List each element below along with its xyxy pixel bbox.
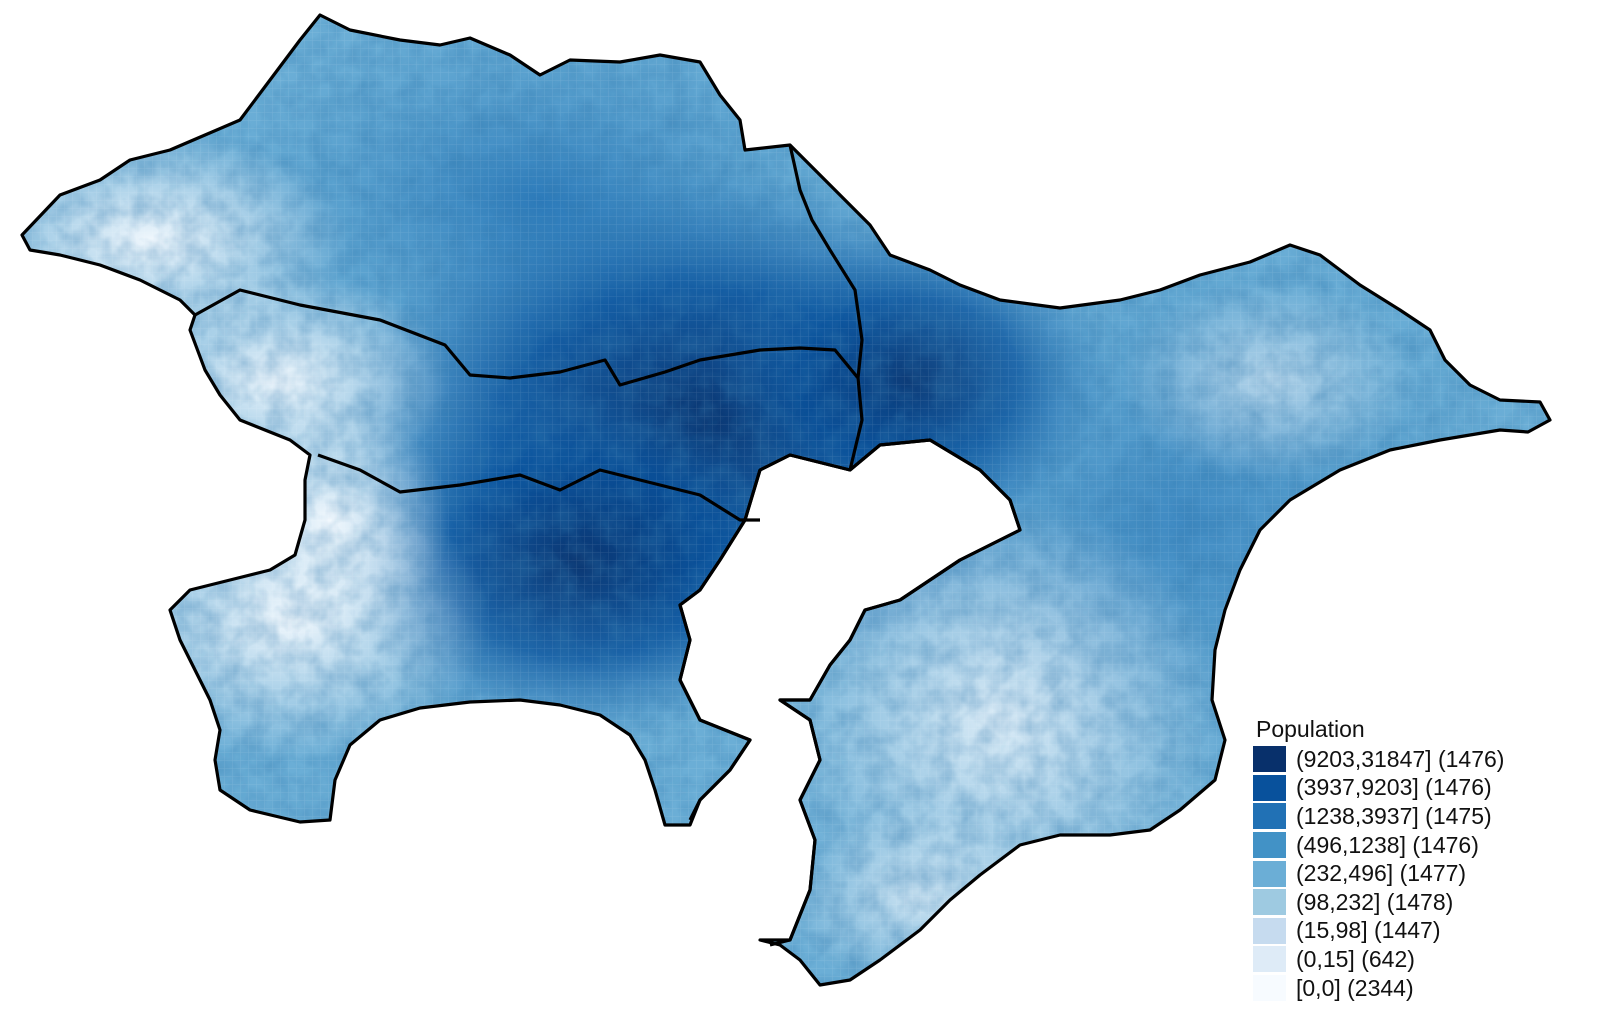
boundaries [20, 13, 1552, 987]
saitama-tokyo-border [194, 288, 860, 387]
legend-swatch [1253, 746, 1286, 773]
coastline-kanagawa [678, 469, 762, 821]
legend-label: (9203,31847] (1476) [1296, 745, 1505, 772]
legend-title: Population [1256, 716, 1365, 742]
legend-label: (0,15] (642) [1296, 945, 1415, 972]
legend-label: (1238,3937] (1475) [1296, 802, 1492, 829]
legend-items: (9203,31847] (1476) (3937,9203] (1476) (12… [1253, 745, 1504, 1002]
legend-swatch [1253, 860, 1286, 887]
legend-swatch [1253, 917, 1286, 944]
legend-swatch [1253, 975, 1286, 1002]
legend-label: (15,98] (1447) [1296, 917, 1441, 944]
tokyo-chiba-border [848, 377, 864, 471]
legend-swatch [1253, 832, 1286, 859]
legend-label: (98,232] (1478) [1296, 888, 1454, 915]
legend-item: (1238,3937] (1475) [1253, 802, 1504, 831]
legend-swatch [1253, 946, 1286, 973]
legend-item: (496,1238] (1476) [1253, 831, 1504, 860]
saitama-chiba-border [788, 144, 864, 379]
legend-item: (0,15] (642) [1253, 945, 1504, 974]
legend-item: [0,0] (2344) [1253, 974, 1504, 1003]
legend-item: (9203,31847] (1476) [1253, 745, 1504, 774]
legend-label: [0,0] (2344) [1296, 974, 1414, 1001]
legend: Population (9203,31847] (1476) (3937,9203… [1253, 716, 1504, 1002]
legend-label: (3937,9203] (1476) [1296, 774, 1492, 801]
legend-item: (15,98] (1447) [1253, 917, 1504, 946]
legend-swatch [1253, 803, 1286, 830]
legend-label: (496,1238] (1476) [1296, 831, 1479, 858]
legend-item: (232,496] (1477) [1253, 859, 1504, 888]
tokyo-kanagawa-border [317, 453, 760, 522]
legend-swatch [1253, 889, 1286, 916]
coastline-tokyo-bay [759, 438, 1022, 947]
legend-swatch [1253, 774, 1286, 801]
legend-label: (232,496] (1477) [1296, 860, 1467, 887]
legend-item: (98,232] (1478) [1253, 888, 1504, 917]
legend-item: (3937,9203] (1476) [1253, 774, 1504, 803]
